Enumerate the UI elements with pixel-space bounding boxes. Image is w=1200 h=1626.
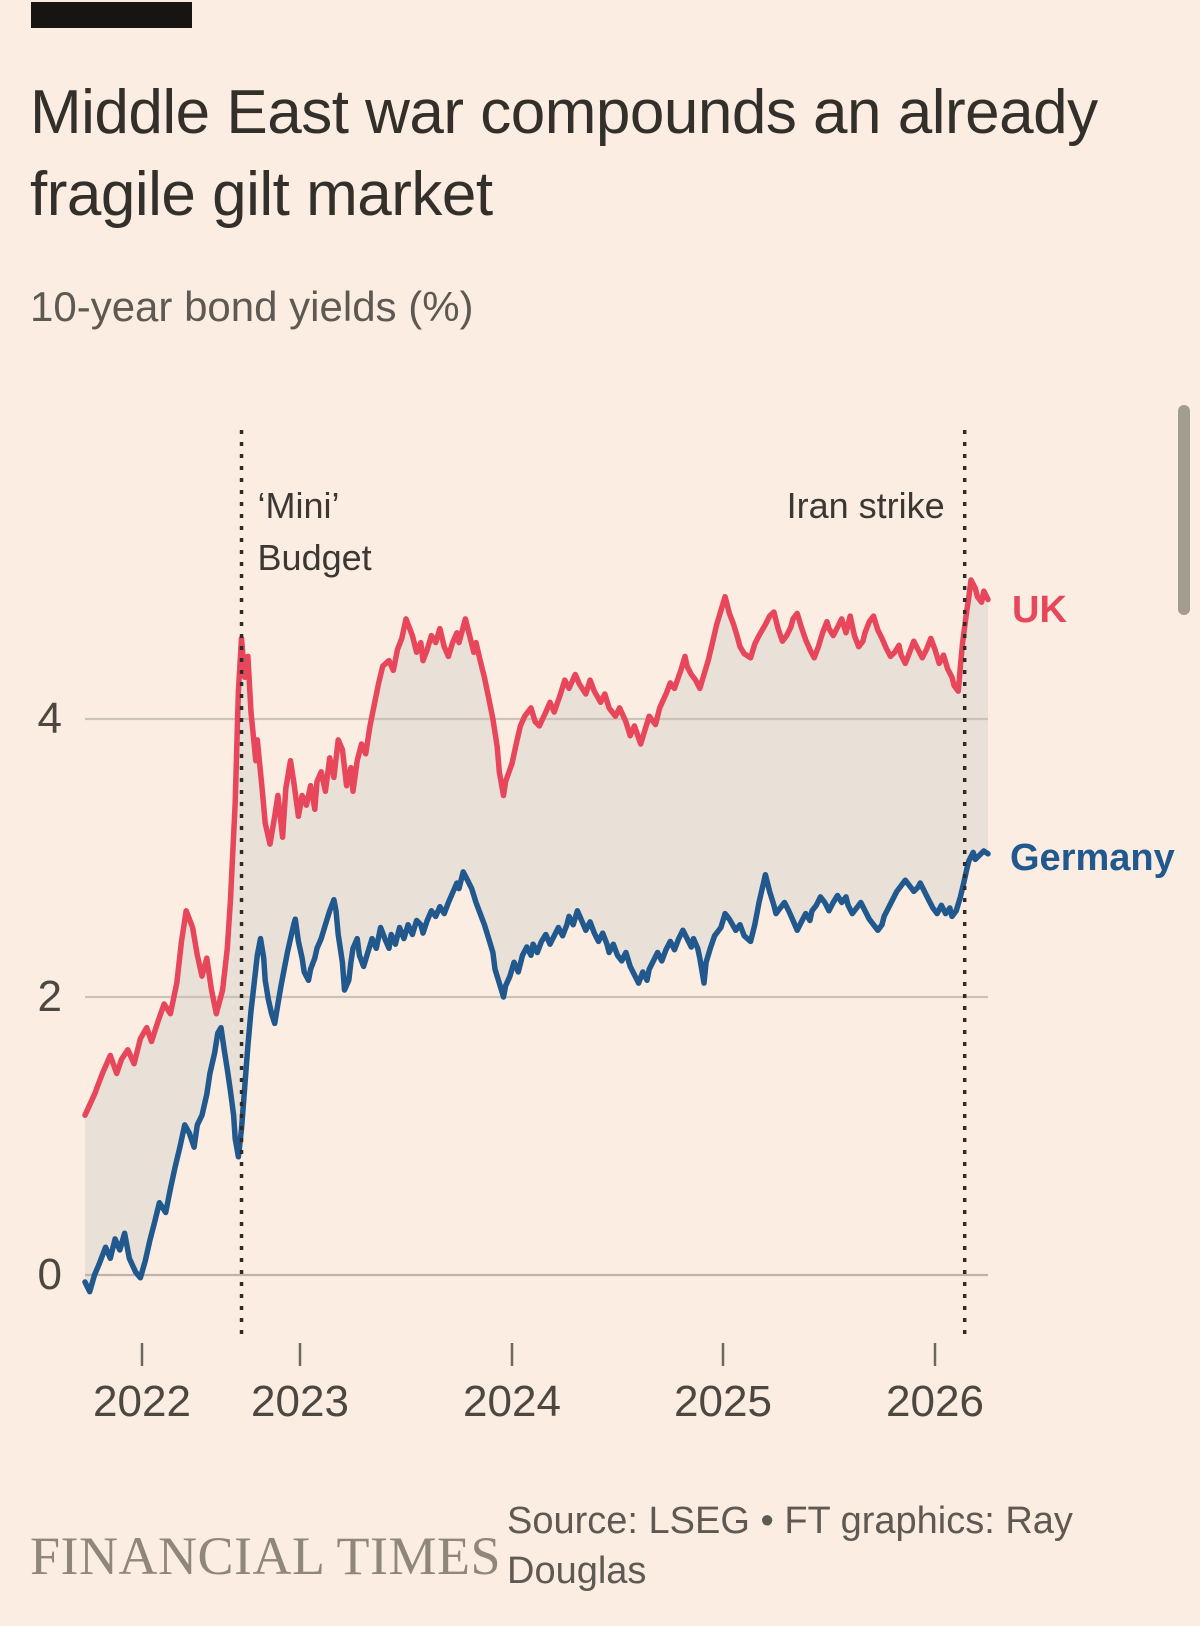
- chart-subtitle: 10-year bond yields (%): [30, 283, 474, 330]
- spread-fill-area: [85, 580, 988, 1292]
- x-axis-label-2025: 2025: [674, 1377, 772, 1426]
- series-label-germany: Germany: [1010, 837, 1175, 879]
- scrollbar-thumb[interactable]: [1178, 405, 1190, 615]
- line-uk: [82, 577, 991, 1118]
- y-axis-label-0: 0: [37, 1250, 62, 1299]
- x-axis-label-2022: 2022: [93, 1377, 191, 1426]
- x-axis-label-2026: 2026: [886, 1377, 984, 1426]
- x-axis-label-2023: 2023: [251, 1377, 349, 1426]
- annotation-iran-strike: Iran strike: [786, 485, 945, 526]
- x-axis-label-2024: 2024: [463, 1377, 561, 1426]
- y-axis-label-2: 2: [37, 972, 62, 1021]
- line-germany: [82, 848, 991, 1295]
- series-label-uk: UK: [1012, 589, 1067, 631]
- financial-times-logo: FINANCIAL TIMES: [30, 1526, 502, 1586]
- source-credit: Source: LSEG • FT graphics: Ray Douglas: [507, 1500, 1073, 1592]
- page-title: Middle East war compounds an already fra…: [30, 78, 1098, 229]
- ft-top-accent-bar: [31, 2, 192, 28]
- annotation-mini-budget: ‘Mini’ Budget: [257, 485, 372, 578]
- y-axis-label-4: 4: [37, 694, 62, 743]
